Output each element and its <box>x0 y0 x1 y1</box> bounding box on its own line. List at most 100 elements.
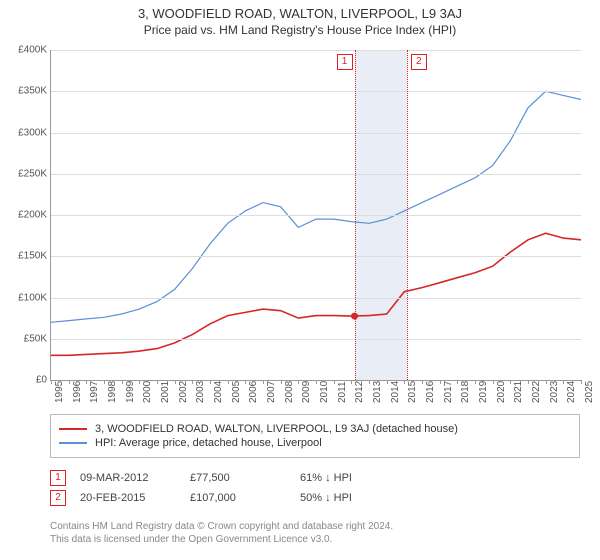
x-tick <box>581 380 582 384</box>
marker-vline <box>355 50 356 380</box>
x-tick <box>369 380 370 384</box>
x-tick <box>546 380 547 384</box>
x-axis-label: 2022 <box>531 381 542 403</box>
x-axis-label: 1999 <box>125 381 136 403</box>
x-tick <box>157 380 158 384</box>
chart-title: 3, WOODFIELD ROAD, WALTON, LIVERPOOL, L9… <box>0 0 600 21</box>
x-axis-label: 2009 <box>301 381 312 403</box>
legend-label: 3, WOODFIELD ROAD, WALTON, LIVERPOOL, L9… <box>95 423 458 435</box>
x-tick <box>69 380 70 384</box>
x-tick <box>404 380 405 384</box>
x-axis-label: 2014 <box>390 381 401 403</box>
sales-list: 1 09-MAR-2012 £77,500 61% ↓ HPI 2 20-FEB… <box>50 470 352 510</box>
x-axis-label: 2008 <box>284 381 295 403</box>
x-tick <box>192 380 193 384</box>
y-axis-label: £0 <box>3 375 47 386</box>
x-tick <box>104 380 105 384</box>
sale-marker: 2 <box>50 490 66 506</box>
x-axis-label: 2015 <box>407 381 418 403</box>
x-tick <box>457 380 458 384</box>
x-tick <box>334 380 335 384</box>
x-tick <box>281 380 282 384</box>
x-axis-label: 2005 <box>231 381 242 403</box>
sale-row: 2 20-FEB-2015 £107,000 50% ↓ HPI <box>50 490 352 506</box>
attribution-line: This data is licensed under the Open Gov… <box>50 533 393 546</box>
x-axis-label: 2000 <box>142 381 153 403</box>
x-axis-label: 2002 <box>178 381 189 403</box>
x-tick <box>51 380 52 384</box>
y-axis-label: £400K <box>3 45 47 56</box>
legend: 3, WOODFIELD ROAD, WALTON, LIVERPOOL, L9… <box>50 414 580 458</box>
sale-row: 1 09-MAR-2012 £77,500 61% ↓ HPI <box>50 470 352 486</box>
x-tick <box>175 380 176 384</box>
x-axis-label: 2023 <box>549 381 560 403</box>
x-axis-label: 1996 <box>72 381 83 403</box>
x-tick <box>263 380 264 384</box>
x-axis-label: 2007 <box>266 381 277 403</box>
x-axis-label: 1998 <box>107 381 118 403</box>
x-axis-label: 2013 <box>372 381 383 403</box>
x-axis-label: 2021 <box>513 381 524 403</box>
legend-swatch <box>59 428 87 430</box>
legend-label: HPI: Average price, detached house, Live… <box>95 437 322 449</box>
chart-subtitle: Price paid vs. HM Land Registry's House … <box>0 21 600 37</box>
x-axis-label: 2010 <box>319 381 330 403</box>
sale-marker: 1 <box>50 470 66 486</box>
x-axis-label: 2016 <box>425 381 436 403</box>
gridline <box>51 91 581 92</box>
x-axis-label: 2003 <box>195 381 206 403</box>
y-axis-label: £50K <box>3 333 47 344</box>
sale-delta: 50% ↓ HPI <box>300 492 352 504</box>
gridline <box>51 298 581 299</box>
x-axis-label: 2017 <box>443 381 454 403</box>
y-axis-label: £300K <box>3 127 47 138</box>
y-axis-label: £150K <box>3 251 47 262</box>
x-axis-label: 2024 <box>566 381 577 403</box>
y-axis-label: £200K <box>3 210 47 221</box>
x-tick <box>228 380 229 384</box>
legend-row: 3, WOODFIELD ROAD, WALTON, LIVERPOOL, L9… <box>59 423 571 435</box>
x-tick <box>298 380 299 384</box>
x-axis-label: 2012 <box>354 381 365 403</box>
x-tick <box>139 380 140 384</box>
x-axis-label: 2018 <box>460 381 471 403</box>
chart-area: £0£50K£100K£150K£200K£250K£300K£350K£400… <box>50 50 581 381</box>
x-tick <box>475 380 476 384</box>
x-axis-label: 2011 <box>337 381 348 403</box>
x-tick <box>440 380 441 384</box>
sale-price: £107,000 <box>190 492 300 504</box>
series-line-property <box>51 233 581 355</box>
x-tick <box>493 380 494 384</box>
x-axis-label: 2019 <box>478 381 489 403</box>
series-line-hpi <box>51 91 581 322</box>
attribution-line: Contains HM Land Registry data © Crown c… <box>50 520 393 533</box>
marker-box: 2 <box>411 54 427 70</box>
x-axis-label: 2020 <box>496 381 507 403</box>
gridline <box>51 50 581 51</box>
x-axis-label: 2025 <box>584 381 595 403</box>
gridline <box>51 133 581 134</box>
x-tick <box>422 380 423 384</box>
sale-date: 20-FEB-2015 <box>80 492 190 504</box>
x-tick <box>316 380 317 384</box>
x-tick <box>510 380 511 384</box>
gridline <box>51 256 581 257</box>
x-tick <box>351 380 352 384</box>
x-axis-label: 2004 <box>213 381 224 403</box>
x-tick <box>563 380 564 384</box>
x-tick <box>387 380 388 384</box>
y-axis-label: £350K <box>3 86 47 97</box>
y-axis-label: £250K <box>3 168 47 179</box>
x-axis-label: 1997 <box>89 381 100 403</box>
x-tick <box>86 380 87 384</box>
x-tick <box>122 380 123 384</box>
marker-vline <box>407 50 408 380</box>
y-axis-label: £100K <box>3 292 47 303</box>
x-axis-label: 1995 <box>54 381 65 403</box>
marker-box: 1 <box>337 54 353 70</box>
sale-date: 09-MAR-2012 <box>80 472 190 484</box>
x-tick <box>210 380 211 384</box>
x-tick <box>528 380 529 384</box>
legend-swatch <box>59 442 87 444</box>
sale-delta: 61% ↓ HPI <box>300 472 352 484</box>
